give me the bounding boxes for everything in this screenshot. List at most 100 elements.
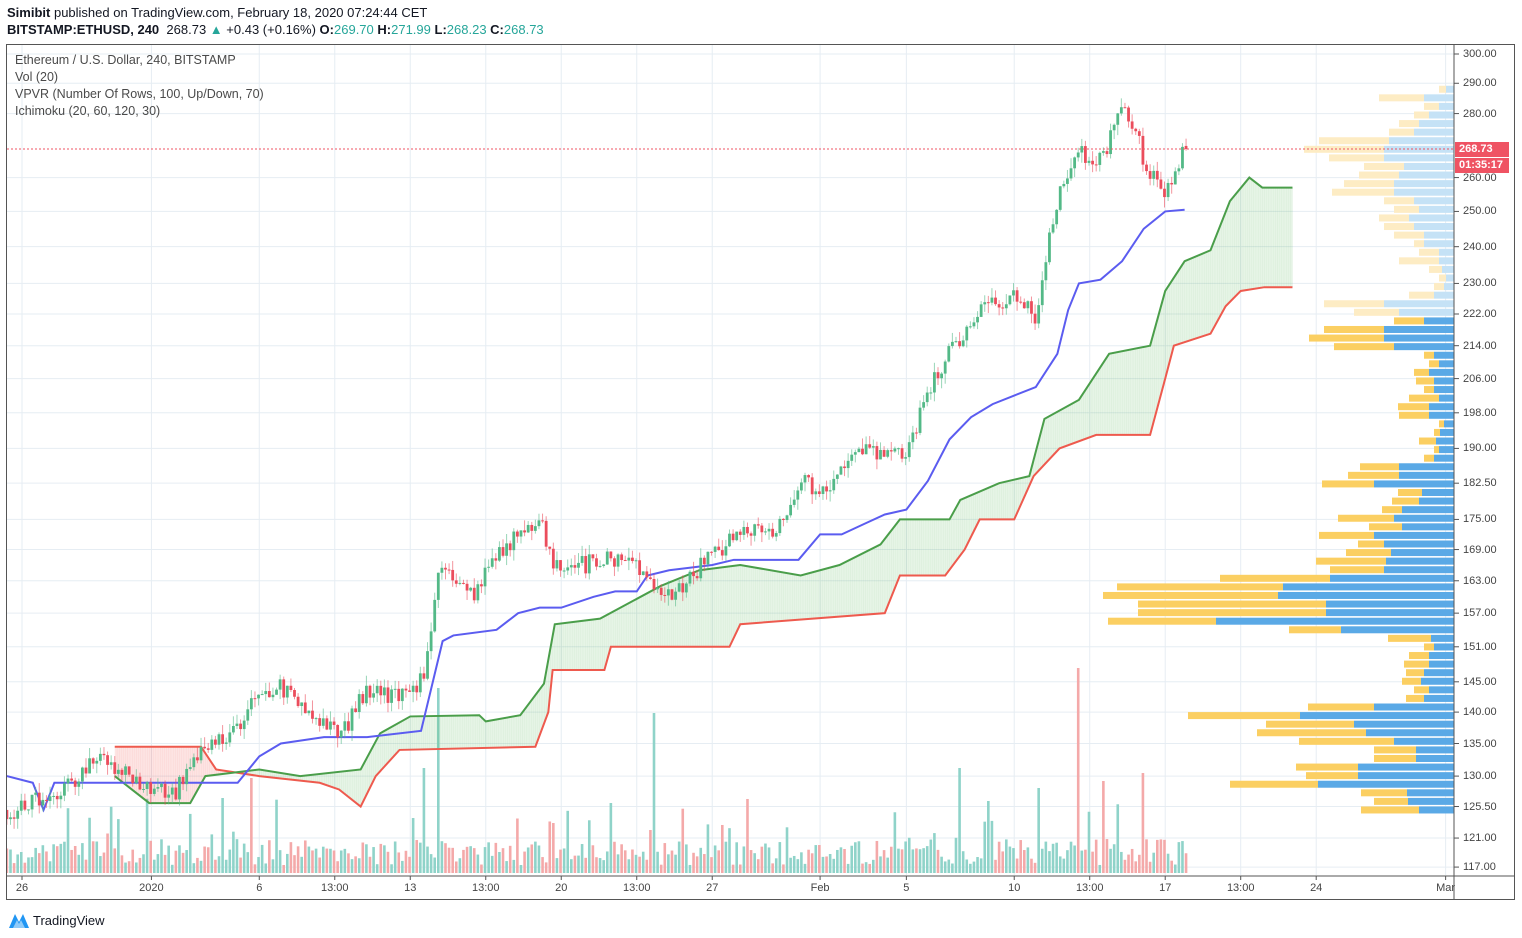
volume-bar xyxy=(631,849,634,873)
cloud-segment xyxy=(923,519,927,576)
cloud-segment xyxy=(971,494,974,537)
candle-up xyxy=(1062,183,1066,187)
legend-symbol[interactable]: Ethereum / U.S. Dollar, 240, BITSTAMP xyxy=(15,53,236,67)
candle-down xyxy=(293,690,296,697)
cloud-segment xyxy=(606,613,610,663)
cloud-segment xyxy=(535,692,538,747)
volume-bar xyxy=(774,858,778,873)
cloud-segment xyxy=(735,565,739,634)
candle-up xyxy=(753,524,757,536)
volume-bar xyxy=(1163,839,1166,873)
vpvr-down-bar xyxy=(1402,677,1421,685)
cloud-segment xyxy=(744,565,748,624)
cloud-segment xyxy=(492,719,495,748)
volume-bar xyxy=(1145,839,1148,873)
cloud-segment xyxy=(207,756,210,776)
cloud-segment xyxy=(742,565,745,625)
candle-up xyxy=(526,524,530,533)
candle-down xyxy=(1015,290,1019,302)
candle-down xyxy=(915,432,918,434)
y-tick-label: 151.00 xyxy=(1463,640,1497,653)
volume-bar xyxy=(131,849,135,873)
vpvr-down-bar xyxy=(1359,171,1399,179)
candle-up xyxy=(116,769,120,774)
cloud-segment xyxy=(451,715,454,749)
candle-up xyxy=(228,732,232,743)
candle-down xyxy=(368,685,372,698)
candle-up xyxy=(976,316,979,323)
legend-vpvr[interactable]: VPVR (Number Of Rows, 100, Up/Down, 70) xyxy=(15,87,264,101)
volume-bar xyxy=(70,849,73,873)
candle-down xyxy=(91,758,95,764)
candle-down xyxy=(1184,145,1188,150)
cloud-segment xyxy=(688,573,691,647)
candle-up xyxy=(713,546,717,552)
candle-down xyxy=(1084,146,1087,163)
cloud-segment xyxy=(1247,177,1250,290)
cloud-segment xyxy=(785,572,789,621)
tradingview-logo[interactable]: TradingView xyxy=(8,911,105,929)
volume-bar xyxy=(641,851,645,873)
vpvr-down-bar xyxy=(1424,643,1434,651)
vpvr-down-bar xyxy=(1257,729,1366,737)
cloud-segment xyxy=(718,567,722,647)
volume-bar xyxy=(602,860,605,873)
candle-down xyxy=(70,778,74,781)
candle-up xyxy=(735,531,739,541)
candle-down xyxy=(7,809,9,820)
cloud-segment xyxy=(651,589,655,647)
cloud-segment xyxy=(356,769,359,805)
candle-down xyxy=(710,551,713,553)
candle-up xyxy=(329,721,332,730)
cloud-segment xyxy=(878,544,881,614)
cloud-segment xyxy=(358,769,361,807)
cloud-segment xyxy=(511,716,515,748)
vpvr-up-bar xyxy=(1374,480,1454,488)
low-value: 268.23 xyxy=(446,22,487,37)
y-tick-label: 175.00 xyxy=(1463,513,1497,526)
cloud-segment xyxy=(981,489,985,520)
candle-up xyxy=(505,543,509,556)
candle-up xyxy=(307,710,311,714)
volume-bar xyxy=(782,864,785,873)
volume-bar xyxy=(609,803,613,873)
volume-bar xyxy=(437,688,440,873)
candle-up xyxy=(724,546,728,556)
volume-bar xyxy=(498,851,501,873)
candles xyxy=(7,98,1188,829)
volume-bar xyxy=(800,852,803,873)
vpvr-up-bar xyxy=(1407,789,1454,797)
open-value: 269.70 xyxy=(334,22,374,37)
cloud-segment xyxy=(1277,187,1280,288)
volume-bar xyxy=(987,801,990,873)
candle-down xyxy=(746,526,749,534)
x-tick-label: 2020 xyxy=(139,882,164,894)
vpvr-up-bar xyxy=(1439,394,1454,402)
legend-volume[interactable]: Vol (20) xyxy=(15,70,59,84)
volume-bar xyxy=(145,798,149,873)
candle-down xyxy=(595,558,598,567)
vpvr-up-bar xyxy=(1440,428,1454,436)
cloud-segment xyxy=(384,729,387,767)
legend-ichimoku[interactable]: Ichimoku (20, 60, 120, 30) xyxy=(15,104,161,118)
cloud-segment xyxy=(1204,252,1207,336)
candle-down xyxy=(494,558,498,561)
candle-up xyxy=(372,693,375,698)
volume-bar xyxy=(73,846,77,873)
cloud-segment xyxy=(1281,187,1285,288)
volume-bar xyxy=(591,845,595,873)
cloud-segment xyxy=(768,569,771,623)
cloud-segment xyxy=(500,718,504,748)
volume-bar xyxy=(649,830,652,873)
candle-up xyxy=(778,518,782,534)
close-label: C: xyxy=(490,22,504,37)
volume-bar xyxy=(1015,858,1019,873)
volume-bar xyxy=(789,857,792,873)
cloud-segment xyxy=(507,717,510,748)
cloud-segment xyxy=(401,720,405,750)
vpvr-down-bar xyxy=(1398,489,1422,497)
cloud-segment xyxy=(774,570,778,622)
candle-up xyxy=(339,730,343,738)
volume-bar xyxy=(303,840,307,873)
